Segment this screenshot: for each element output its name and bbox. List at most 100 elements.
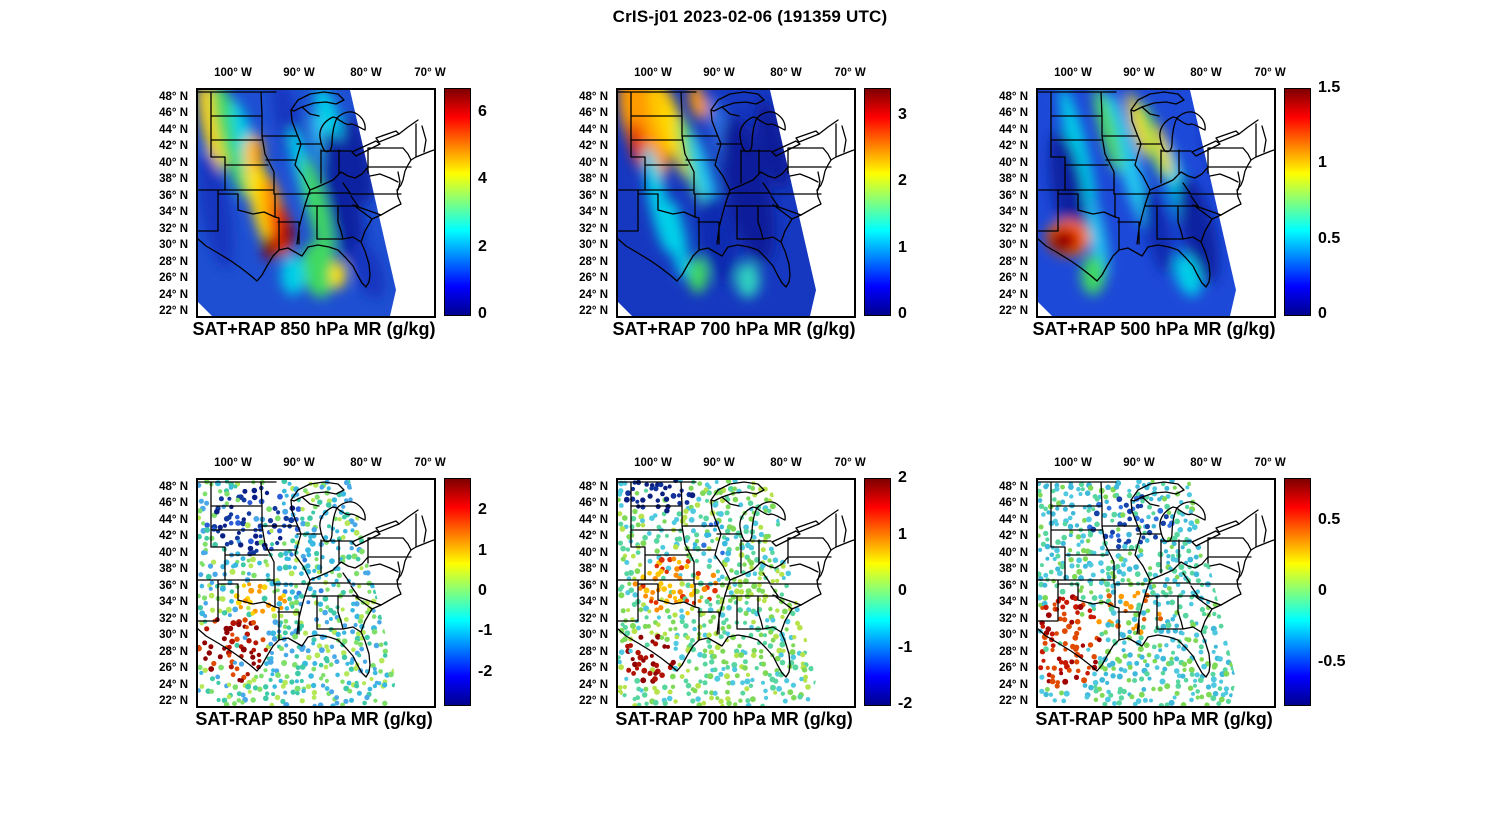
map-box [196,478,436,708]
colorbar [864,88,891,316]
colorbar-tick-label: 0 [478,582,487,599]
lat-tick-label: 26° N [159,662,188,675]
panel-title: SAT-RAP 850 hPa MR (g/kg) [195,709,433,729]
lat-tick-label: 36° N [999,189,1028,202]
lat-tick-label: 36° N [579,579,608,592]
lat-axis: 48° N 46° N 44° N 42° N 40° N 38° N 36° N 34° N… [136,88,192,317]
lat-tick-label: 46° N [159,497,188,510]
map-plot-500-retrieval [1038,90,1274,316]
lat-tick-label: 28° N [159,255,188,268]
colorbar-ticks: 1.5 1 0.5 0 [1318,79,1366,322]
lon-tick-label: 70° W [414,457,446,469]
lon-tick-label: 80° W [1190,457,1222,469]
panel-sat-minus-rap-500: 100° W 90° W 80° W 70° W 48° N 46° N 44° N 42°… [999,457,1345,729]
lat-tick-label: 40° N [579,546,608,559]
map-plot-700-difference [618,480,854,706]
lat-tick-label: 38° N [999,173,1028,186]
lat-tick-label: 24° N [999,678,1028,691]
colorbar-tick-label: 0.5 [1318,229,1341,247]
lat-tick-label: 46° N [159,107,188,120]
colorbar-tick-label: 0 [1318,582,1327,599]
colorbar-tick-label: 0 [478,305,487,322]
lat-tick-label: 44° N [999,513,1028,526]
lat-tick-label: 32° N [159,612,188,625]
lon-axis: 100° W 90° W 80° W 70° W [616,457,866,473]
lat-tick-label: 48° N [159,91,188,103]
colorbar-ticks: 6 4 2 0 [478,88,526,322]
colorbar-tick-label: 0.5 [1318,511,1341,529]
lon-tick-label: 100° W [214,457,252,469]
map-plot-500-difference [1038,480,1274,706]
colorbar-tick-label: 2 [898,469,907,486]
lat-tick-label: 36° N [579,189,608,202]
map-plot-700-retrieval [618,90,854,316]
panel-title: SAT+RAP 700 hPa MR (g/kg) [612,319,856,339]
lon-tick-label: 70° W [414,67,446,79]
lat-tick-label: 40° N [159,156,188,169]
lat-tick-label: 46° N [579,107,608,120]
lat-tick-label: 22° N [159,694,188,707]
colorbar-tick-label: 2 [478,237,487,255]
lon-axis: 100° W 90° W 80° W 70° W [196,67,446,83]
colorbar-tick-label: 0 [898,582,907,599]
panel-sat-plus-rap-850: 100° W 90° W 80° W 70° W 48° N 46° N 44° N 42°… [159,67,487,339]
lon-tick-label: 100° W [214,67,252,79]
lat-axis: 48° N 46° N 44° N 42° N 40° N 38° N 36° N 34° N… [976,88,1032,317]
lon-axis: 100° W 90° W 80° W 70° W [1036,457,1286,473]
colorbar-tick-label: -1 [898,638,913,656]
colorbar [864,478,891,706]
lat-tick-label: 38° N [579,563,608,576]
lat-tick-label: 44° N [579,513,608,526]
data-swath [198,90,396,316]
lat-tick-label: 28° N [159,645,188,658]
lat-tick-label: 28° N [999,645,1028,658]
lat-tick-label: 46° N [999,107,1028,120]
colorbar-ticks: 2 1 0 -1 -2 [478,478,526,704]
lat-tick-label: 32° N [579,612,608,625]
data-scatter [618,480,816,706]
lat-tick-label: 26° N [999,662,1028,675]
lat-tick-label: 36° N [999,579,1028,592]
lat-tick-label: 22° N [579,694,608,707]
lat-tick-label: 36° N [159,579,188,592]
lat-tick-label: 24° N [159,678,188,691]
colorbar-ticks: 2 1 0 -1 -2 [898,469,946,712]
lat-tick-label: 24° N [579,678,608,691]
colorbar [1284,478,1311,706]
lat-tick-label: 44° N [999,123,1028,136]
panel-title: SAT-RAP 500 hPa MR (g/kg) [1035,709,1273,729]
lat-axis: 48° N 46° N 44° N 42° N 40° N 38° N 36° N 34° N… [136,478,192,707]
lat-tick-label: 30° N [579,629,608,642]
colorbar [444,478,471,706]
lat-tick-label: 42° N [159,530,188,543]
lat-tick-label: 32° N [999,612,1028,625]
lat-tick-label: 42° N [999,140,1028,153]
lat-tick-label: 44° N [579,123,608,136]
state-boundaries [198,481,434,678]
map-box [1036,478,1276,708]
lon-tick-label: 80° W [770,67,802,79]
lon-tick-label: 80° W [1190,67,1222,79]
lat-tick-label: 44° N [159,123,188,136]
lon-tick-label: 70° W [834,67,866,79]
panel-title: SAT+RAP 850 hPa MR (g/kg) [192,319,436,339]
lat-tick-label: 40° N [999,546,1028,559]
figure-title: CrIS-j01 2023-02-06 (191359 UTC) [612,7,888,26]
lat-tick-label: 30° N [159,629,188,642]
lat-tick-label: 44° N [159,513,188,526]
lat-tick-label: 48° N [999,91,1028,103]
colorbar-tick-label: 0 [898,305,907,322]
panel-sat-minus-rap-850: 100° W 90° W 80° W 70° W 48° N 46° N 44° N 42°… [159,457,492,729]
panel-sat-plus-rap-700: 100° W 90° W 80° W 70° W 48° N 46° N 44° N 42°… [579,67,907,339]
colorbar-tick-label: 2 [898,172,907,190]
lat-tick-label: 42° N [579,530,608,543]
lat-tick-label: 38° N [999,563,1028,576]
lon-tick-label: 90° W [1123,457,1155,469]
colorbar-tick-label: 1 [478,541,487,559]
colorbar-tick-label: -0.5 [1318,652,1346,670]
lat-tick-label: 26° N [999,272,1028,285]
lat-tick-label: 28° N [999,255,1028,268]
colorbar-tick-label: 1 [1318,154,1327,172]
lat-tick-label: 32° N [579,222,608,235]
lon-tick-label: 100° W [634,457,672,469]
